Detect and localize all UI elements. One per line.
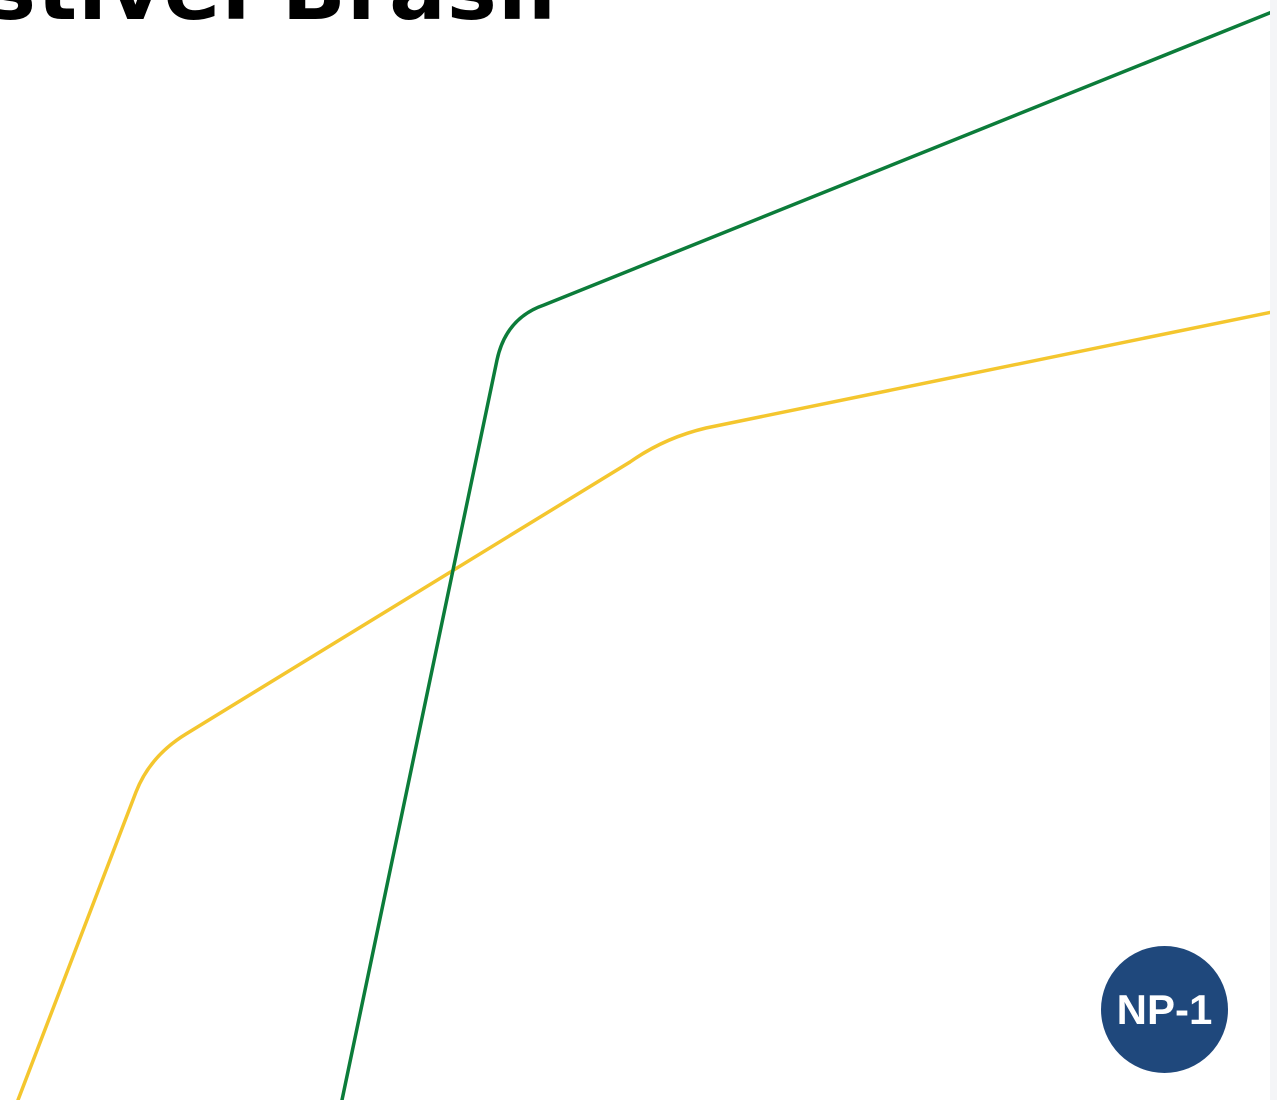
page-edge-strip: [1270, 0, 1277, 1100]
page-title: stível Brasil: [0, 0, 557, 32]
yellow-decorative-line: [16, 309, 1277, 1100]
green-decorative-line: [340, 8, 1277, 1100]
document-code-badge: NP-1: [1101, 946, 1228, 1073]
badge-label: NP-1: [1116, 985, 1213, 1033]
